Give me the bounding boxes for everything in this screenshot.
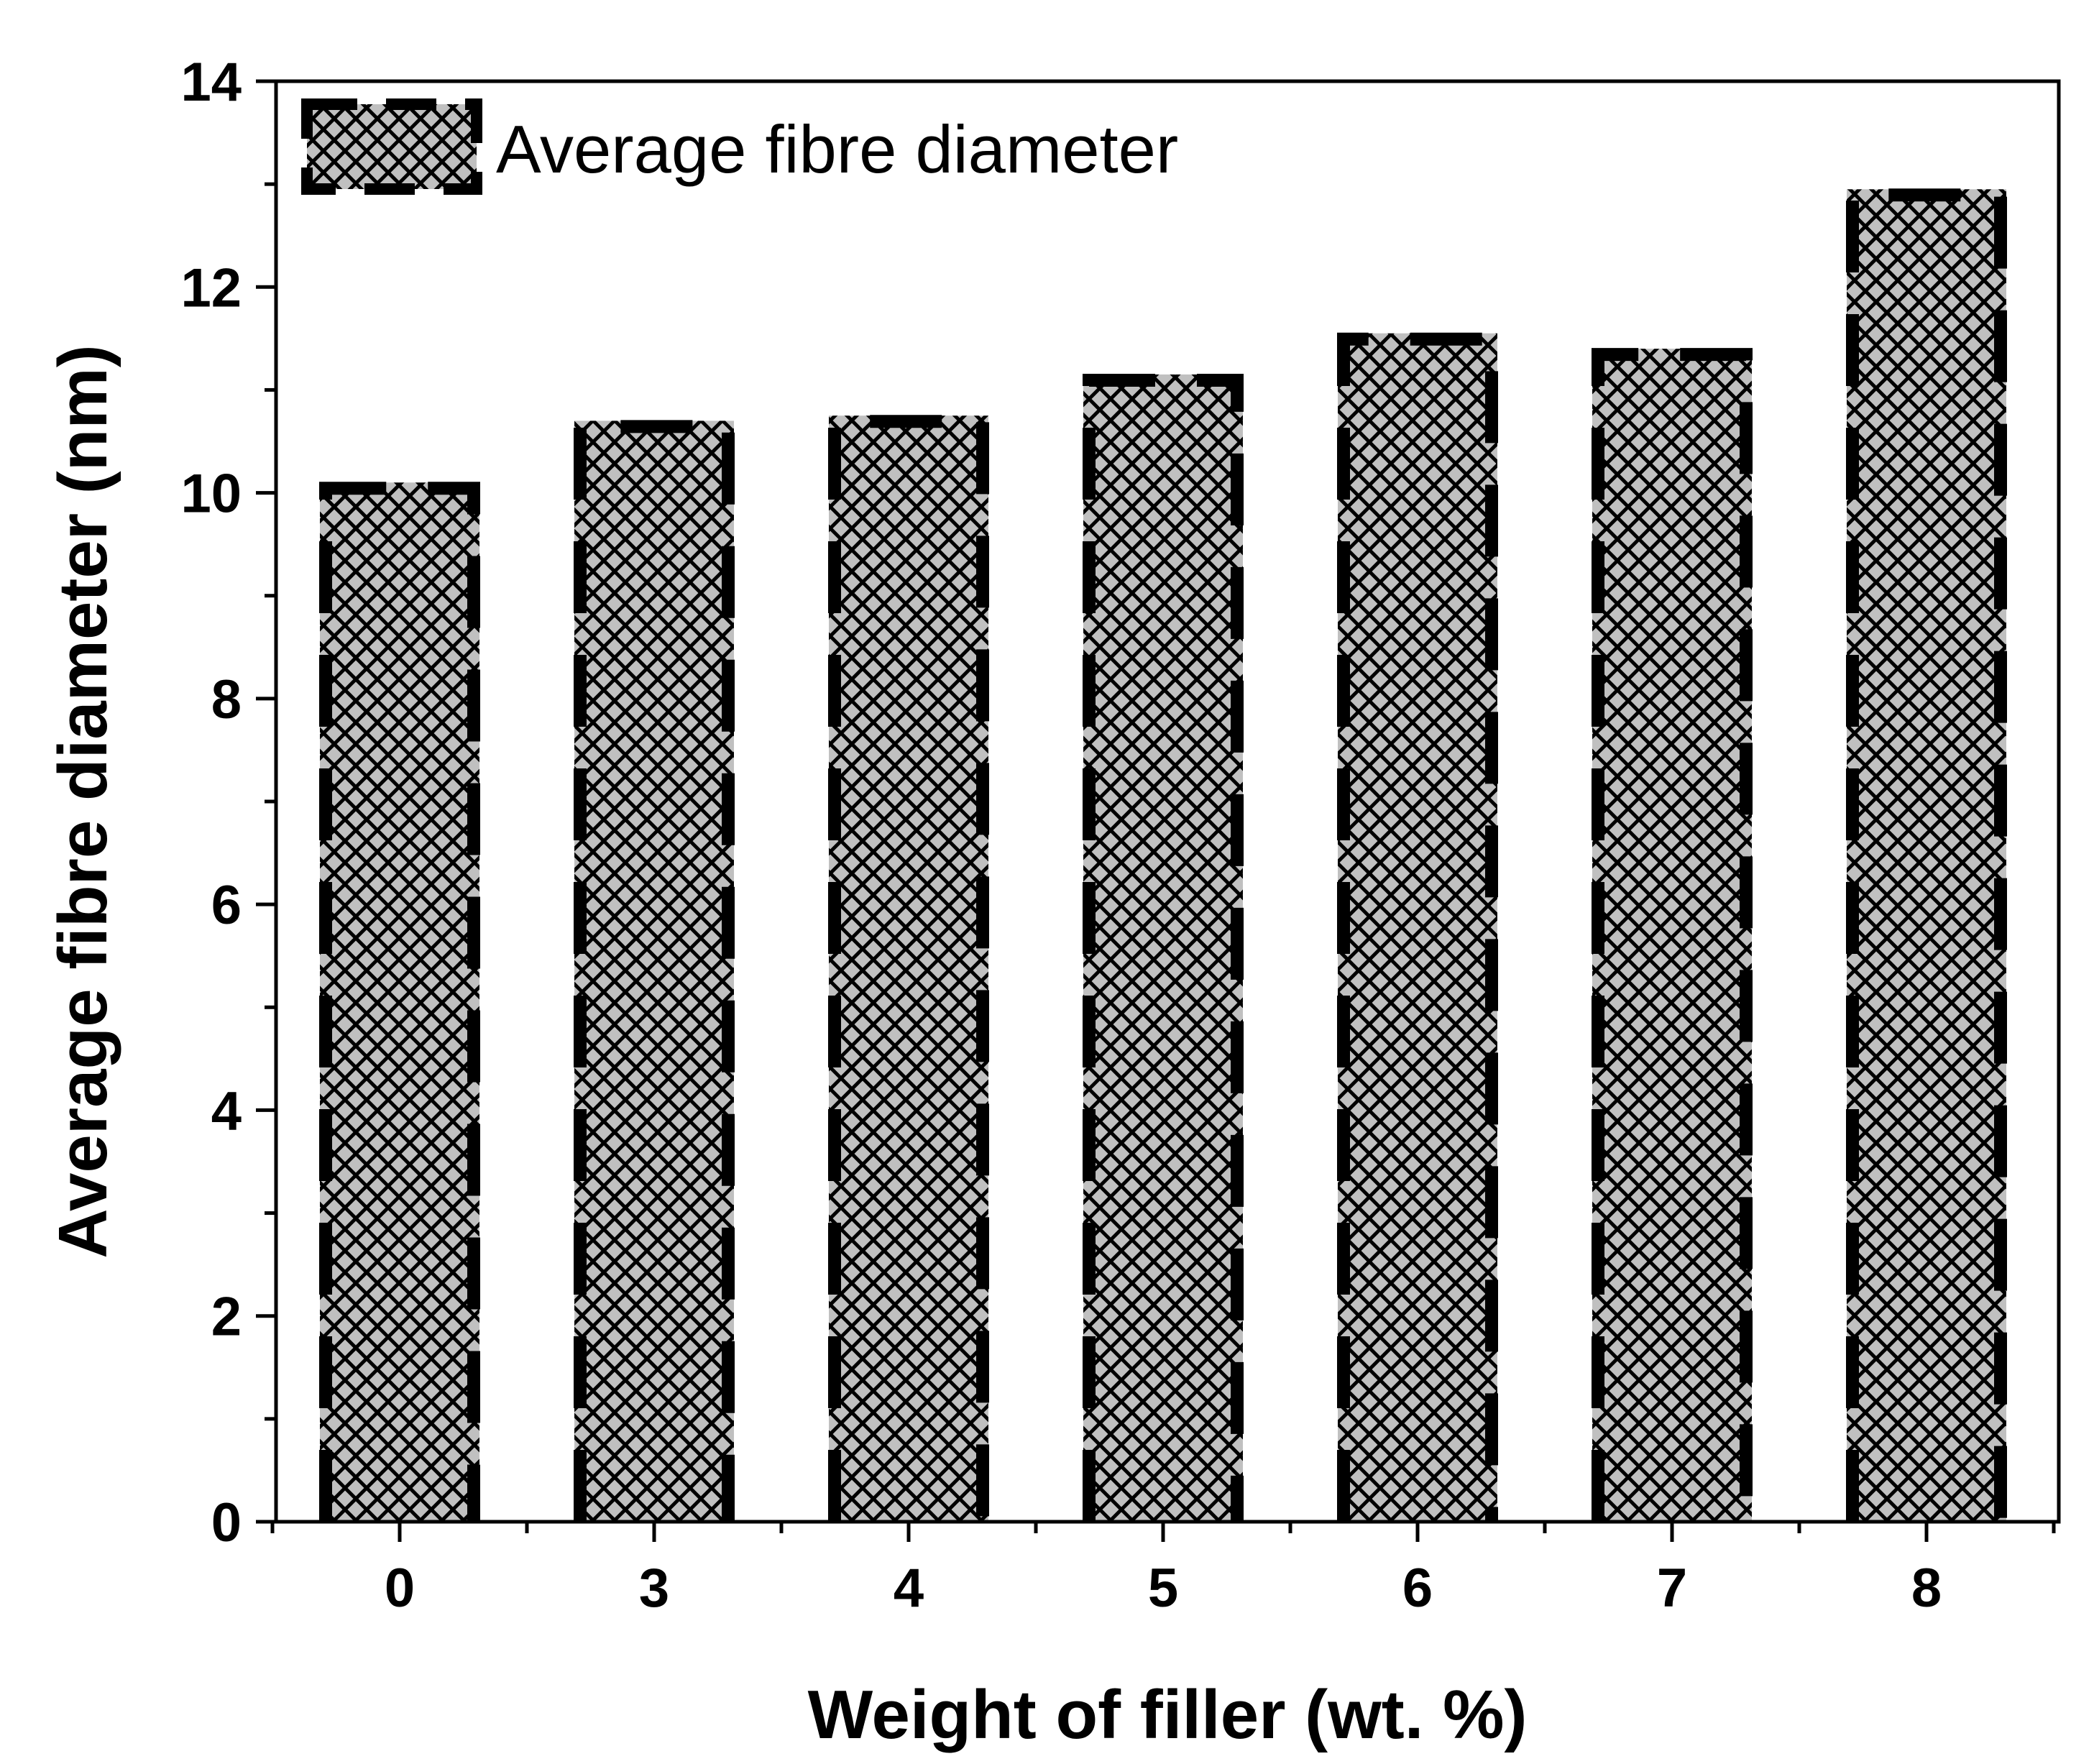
bar-outline xyxy=(319,482,480,1522)
x-axis-title: Weight of filler (wt. %) xyxy=(808,1676,1528,1753)
bar-8 xyxy=(1846,188,2007,1522)
y-tick-label: 10 xyxy=(180,464,242,525)
y-axis-title: Average fibre diameter (nm) xyxy=(45,344,121,1258)
bar-0 xyxy=(319,482,480,1522)
y-tick-label: 14 xyxy=(180,52,242,113)
bar-outline xyxy=(574,420,735,1522)
bar-4 xyxy=(828,415,989,1522)
y-tick-label: 12 xyxy=(180,257,242,318)
bar-7 xyxy=(1592,348,1753,1522)
bar-outline xyxy=(1083,373,1244,1522)
bar-outline xyxy=(1846,188,2007,1522)
bar-fill xyxy=(829,415,988,1522)
bar-fill xyxy=(574,421,734,1522)
bar-6 xyxy=(1337,332,1498,1522)
y-axis: 0 2 4 6 8 10 12 14 xyxy=(180,52,276,1553)
bar-5 xyxy=(1083,373,1244,1522)
bar-outline xyxy=(1592,348,1753,1522)
legend: Average fibre diameter xyxy=(301,98,1178,195)
x-tick-label: 7 xyxy=(1657,1558,1687,1619)
y-tick-label: 4 xyxy=(211,1080,242,1141)
x-tick-label: 5 xyxy=(1148,1558,1178,1619)
y-tick-label: 6 xyxy=(211,875,242,936)
bar-fill xyxy=(1338,333,1497,1522)
bar-3 xyxy=(574,420,735,1522)
x-tick-label: 3 xyxy=(639,1558,669,1619)
bar-outline xyxy=(828,415,989,1522)
x-tick-label: 4 xyxy=(894,1558,924,1619)
x-tick-label: 6 xyxy=(1402,1558,1433,1619)
bar-fill xyxy=(320,482,479,1522)
y-tick-label: 0 xyxy=(211,1492,242,1553)
bar-fill xyxy=(1847,189,2006,1522)
legend-label: Average fibre diameter xyxy=(496,111,1178,187)
legend-swatch xyxy=(301,98,482,195)
bar-outline xyxy=(1337,332,1498,1522)
bar-fill xyxy=(1592,349,1752,1522)
y-tick-label: 8 xyxy=(211,669,242,730)
bars-layer xyxy=(319,188,2007,1522)
y-tick-label: 2 xyxy=(211,1287,242,1348)
x-tick-label: 8 xyxy=(1911,1558,1942,1619)
x-axis: 0 3 4 5 6 7 8 xyxy=(270,1522,2056,1619)
bar-fill xyxy=(1083,374,1243,1522)
x-tick-label: 0 xyxy=(385,1558,415,1619)
